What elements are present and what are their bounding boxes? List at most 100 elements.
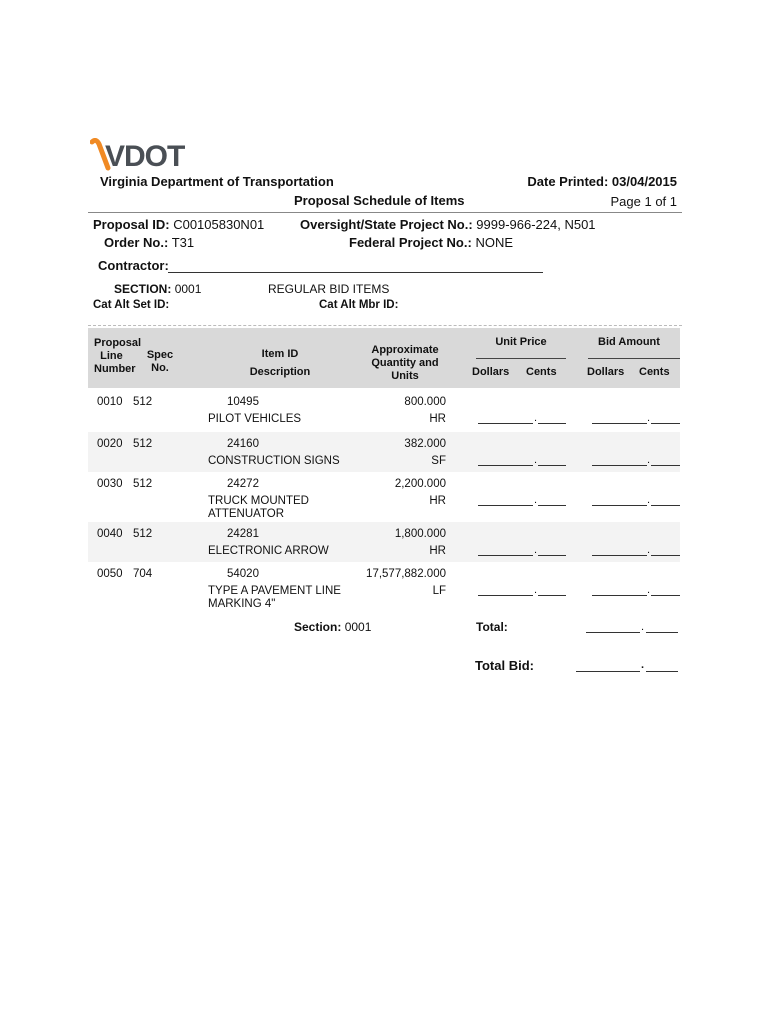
order-label: Order No.: [104,235,169,250]
desc-line: MARKING 4" [208,598,276,610]
item-id: 54020 [227,568,259,580]
unit-price-dollars-field[interactable] [478,505,533,506]
oversight-project: Oversight/State Project No.: 9999-966-22… [300,217,596,232]
units: SF [431,455,446,467]
total-cents-field[interactable] [646,632,678,633]
unit-price-dot: . [534,494,538,506]
federal-project: Federal Project No.: NONE [349,235,513,250]
bid-dot: . [647,412,651,424]
units: LF [432,585,446,597]
bid-dollars-field[interactable] [592,555,647,556]
col-text: Proposal [94,337,142,349]
unit-price-cents-field[interactable] [538,505,566,506]
contractor-field[interactable] [168,272,543,273]
desc-line: ELECTRONIC ARROW [208,545,329,557]
bid-cents-field[interactable] [651,555,680,556]
header-divider [88,212,682,213]
col-description: Description [249,366,311,378]
col-item-id: Item ID [261,348,299,360]
col-up-cents: Cents [526,366,557,378]
order-value: T31 [171,235,195,250]
col-text: Spec [146,349,174,361]
desc-line: ATTENUATOR [208,508,285,520]
bid-cents-field[interactable] [651,595,680,596]
bid-cents-field[interactable] [651,505,680,506]
bid-amount-rule [588,358,680,359]
spec-no: 512 [133,438,153,450]
total-bid-dollars-field[interactable] [576,671,640,672]
bid-dot: . [647,454,651,466]
info-divider [88,325,682,326]
total-bid-dot: . [641,659,645,671]
unit-price-cents-field[interactable] [538,423,566,424]
unit-price-cents-field[interactable] [538,555,566,556]
quantity: 1,800.000 [394,528,446,540]
federal-label: Federal Project No.: [349,235,472,250]
bid-cents-field[interactable] [651,465,680,466]
item-id: 10495 [227,396,259,408]
col-text: Line [100,350,123,362]
svg-text:VDOT: VDOT [105,140,185,172]
total-label: Total: [476,620,508,634]
col-unit-price: Unit Price [495,336,547,348]
spec-no: 704 [133,568,153,580]
section-footer-value: 0001 [344,620,372,634]
page-number: Page 1 of 1 [610,194,678,209]
bid-dollars-field[interactable] [592,595,647,596]
col-bid-cents: Cents [639,366,670,378]
item-description: ELECTRONIC ARROW [208,545,329,558]
table-row: 0010 512 10495 PILOT VEHICLES 800.000 HR.. [88,390,680,432]
unit-price-dollars-field[interactable] [478,465,533,466]
order-no: Order No.: T31 [104,235,194,250]
bid-dollars-field[interactable] [592,505,647,506]
units: HR [429,413,446,425]
section-value: 0001 [174,282,202,296]
bid-cents-field[interactable] [651,423,680,424]
page-title: Proposal Schedule of Items [294,193,465,208]
unit-price-dollars-field[interactable] [478,595,533,596]
agency-name: Virginia Department of Transportation [100,174,334,189]
bid-dollars-field[interactable] [592,423,647,424]
unit-price-rule [476,358,566,359]
date-value: 03/04/2015 [611,174,677,189]
contractor-label: Contractor: [98,258,169,273]
unit-price-dollars-field[interactable] [478,423,533,424]
col-text: Quantity and [371,357,439,369]
line-number: 0040 [97,528,123,540]
table-row: 0020 512 24160 CONSTRUCTION SIGNS 382.000 SF.… [88,432,680,472]
bid-dot: . [647,494,651,506]
vdot-logo: VDOT [89,137,186,175]
oversight-value: 9999-966-224, N501 [476,217,596,232]
col-bid-dollars: Dollars [587,366,625,378]
desc-line: TYPE A PAVEMENT LINE [208,585,341,597]
col-text: Approximate [371,344,439,356]
unit-price-cents-field[interactable] [538,465,566,466]
line-number: 0010 [97,396,123,408]
col-spec: Spec No. [142,349,178,375]
federal-value: NONE [475,235,513,250]
col-proposal-line: Proposal Line Number [94,337,141,376]
section-total-label: Section: 0001 [294,620,371,634]
proposal-id-label: Proposal ID: [93,217,170,232]
unit-price-dot: . [534,544,538,556]
units: HR [429,545,446,557]
total-bid-cents-field[interactable] [646,671,678,672]
item-description: TYPE A PAVEMENT LINE MARKING 4" [208,585,341,611]
table-header [88,328,680,388]
bid-dollars-field[interactable] [592,465,647,466]
table-row: 0050 704 54020 TYPE A PAVEMENT LINE MARKING … [88,562,680,615]
col-bid-amount: Bid Amount [598,336,660,348]
unit-price-dot: . [534,454,538,466]
col-up-dollars: Dollars [472,366,510,378]
col-text: No. [151,362,169,374]
desc-line: TRUCK MOUNTED [208,495,309,507]
item-description: CONSTRUCTION SIGNS [208,455,340,468]
total-dollars-field[interactable] [586,632,640,633]
unit-price-cents-field[interactable] [538,595,566,596]
bid-dot: . [647,544,651,556]
quantity: 17,577,882.000 [366,568,446,580]
date-label: Date Printed: [527,174,609,189]
unit-price-dollars-field[interactable] [478,555,533,556]
line-number: 0030 [97,478,123,490]
